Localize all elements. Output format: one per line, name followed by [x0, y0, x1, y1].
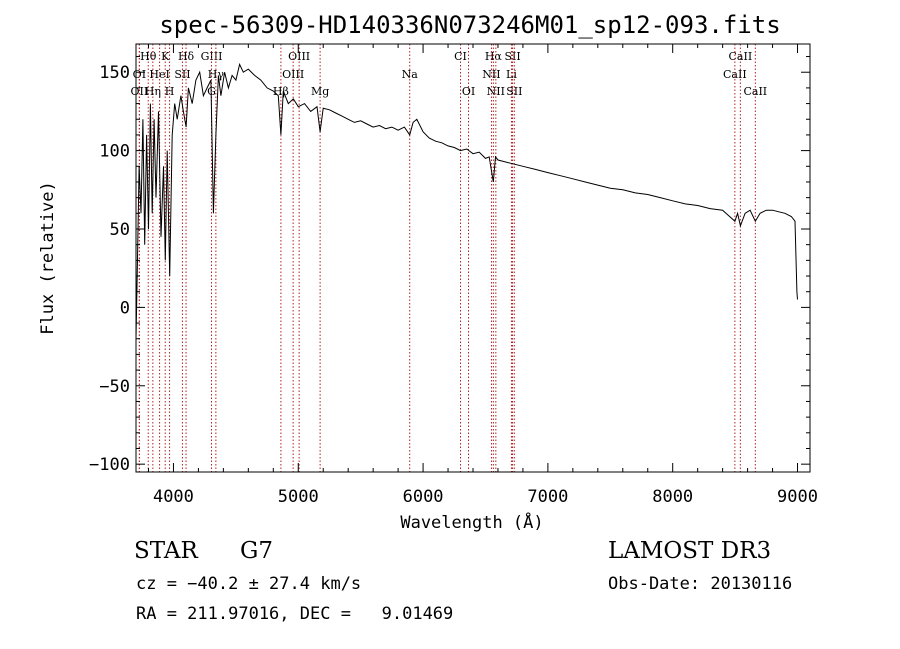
- redshift-value: cz = −40.2 ± 27.4 km/s: [136, 574, 362, 594]
- x-tick-label: 6000: [403, 487, 444, 507]
- x-tick-label: 7000: [527, 487, 568, 507]
- line-marker-label: CaII: [743, 85, 767, 98]
- line-marker-label: Hα: [485, 50, 503, 63]
- coordinates: RA = 211.97016, DEC = 9.01469: [136, 604, 454, 624]
- line-marker-label: NII: [487, 85, 505, 98]
- y-tick-label: −100: [89, 455, 130, 475]
- x-tick-label: 9000: [777, 487, 818, 507]
- observation-date: Obs-Date: 20130116: [608, 574, 793, 594]
- line-marker-label: OIII: [288, 50, 310, 63]
- survey-name: LAMOST DR3: [608, 538, 772, 564]
- y-axis: −100 −50 0 50 100 150: [89, 56, 810, 475]
- y-tick-label: 100: [99, 142, 130, 162]
- line-marker-label: Hγ: [208, 68, 225, 81]
- line-marker-label: CI: [454, 50, 467, 63]
- line-marker-label: K: [161, 50, 170, 63]
- chart-title: spec-56309-HD140336N073246M01_sp12-093.f…: [159, 11, 780, 39]
- line-marker-label: Hθ: [140, 50, 157, 63]
- object-subclass: G7: [240, 538, 274, 564]
- line-marker-label: NII: [482, 68, 500, 81]
- line-marker-label: SII: [506, 85, 522, 98]
- line-marker-label: Hβ: [273, 85, 289, 98]
- x-tick-label: 5000: [278, 487, 319, 507]
- y-axis-label: Flux (relative): [38, 181, 58, 335]
- line-marker-label: OI: [462, 85, 475, 98]
- line-marker-label: SII: [504, 50, 520, 63]
- line-marker-label: Hη: [145, 85, 161, 98]
- x-tick-label: 4000: [153, 487, 194, 507]
- x-axis-label: Wavelength (Å): [400, 511, 543, 533]
- line-marker-label: OII: [131, 85, 149, 98]
- line-marker-label: Mg: [311, 85, 329, 98]
- line-marker-label: OIII: [282, 68, 304, 81]
- line-marker-label: H: [165, 85, 175, 98]
- line-marker-label: GIII: [201, 50, 223, 63]
- x-tick-label: 8000: [652, 487, 693, 507]
- line-marker-label: Hδ: [178, 50, 195, 63]
- plot-frame: [135, 43, 811, 473]
- y-tick-label: 150: [99, 63, 130, 83]
- y-tick-label: 0: [120, 298, 130, 318]
- x-axis: 4000 5000 6000 7000 8000 9000: [147, 44, 818, 507]
- y-tick-label: −50: [99, 377, 130, 397]
- line-marker-label: SII: [174, 68, 190, 81]
- line-marker-label: HeI: [149, 68, 169, 81]
- line-marker-label: CaII: [723, 68, 747, 81]
- y-tick-label: 50: [110, 220, 130, 240]
- line-marker-label: Li: [506, 68, 517, 81]
- line-marker-label: CaII: [729, 50, 753, 63]
- line-marker-label: Na: [402, 68, 419, 81]
- object-class: STAR: [134, 538, 198, 564]
- spectrum-line: [135, 62, 798, 339]
